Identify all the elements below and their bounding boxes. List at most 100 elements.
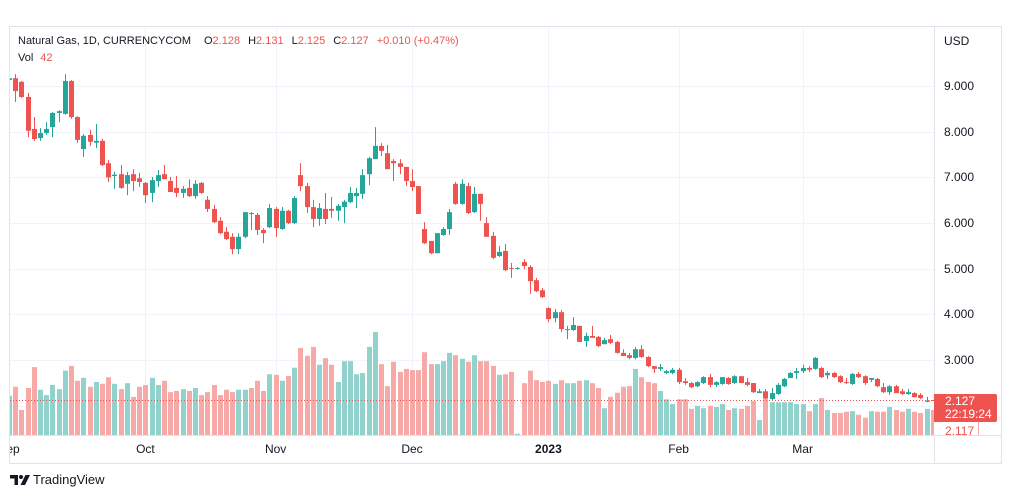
volume-bar: [602, 408, 607, 435]
volume-bar: [807, 411, 812, 435]
candle-body: [193, 183, 198, 197]
candle: [515, 266, 520, 270]
volume-bar: [912, 411, 917, 435]
candle-body: [509, 267, 514, 269]
volume-bar: [286, 376, 291, 435]
volume-bar: [478, 361, 483, 435]
candle-body: [32, 128, 37, 140]
candle: [670, 367, 675, 375]
candle-body: [19, 81, 24, 97]
candle-wick: [592, 325, 593, 338]
candle: [336, 203, 341, 221]
candle: [664, 369, 669, 375]
candle-body: [280, 210, 285, 230]
volume-bar: [596, 387, 601, 435]
candle-wick: [511, 262, 512, 278]
candle-body: [515, 267, 520, 269]
volume-bar: [906, 408, 911, 435]
volume-bar: [565, 383, 570, 435]
tradingview-attribution[interactable]: TradingView: [10, 472, 105, 488]
volume-bar: [739, 408, 744, 435]
candle: [608, 335, 613, 345]
candle: [119, 165, 124, 189]
time-axis[interactable]: Sep Oct Nov Dec 2023 Feb Mar: [10, 436, 934, 463]
candle-body: [360, 175, 365, 194]
candle: [261, 228, 266, 244]
volume-bar: [280, 380, 285, 435]
volume-bar: [726, 409, 731, 435]
legend: Natural Gas, 1D, CURRENCYCOM O2.128 H2.131…: [18, 33, 459, 67]
volume-bar: [453, 355, 458, 435]
candle: [404, 166, 409, 187]
candle-body: [732, 376, 737, 384]
candle-body: [460, 183, 465, 204]
low-label: L: [291, 35, 298, 47]
volume-bar: [416, 370, 421, 435]
candle: [633, 346, 638, 360]
chart-pane[interactable]: Natural Gas, 1D, CURRENCYCOM O2.128 H2.131…: [10, 27, 934, 435]
candle-body: [745, 382, 750, 385]
candle: [317, 202, 322, 226]
candle-body: [832, 372, 837, 378]
candle-body: [770, 393, 775, 400]
candle-body: [13, 78, 18, 92]
candle-wick: [59, 110, 60, 123]
volume-bar: [298, 348, 303, 435]
candle-body: [38, 133, 43, 139]
volume-bar: [329, 364, 334, 435]
volume-bar: [261, 390, 266, 435]
volume-bar: [801, 404, 806, 435]
candle-body: [596, 336, 601, 347]
volume-label[interactable]: Vol: [18, 52, 34, 64]
candle: [88, 129, 93, 146]
legend-open: O2.128: [204, 35, 240, 47]
volume-bar: [398, 371, 403, 435]
candle-wick: [846, 378, 847, 384]
volume-bar: [553, 383, 558, 435]
candle: [869, 378, 874, 383]
candle: [10, 78, 12, 81]
candle: [571, 317, 576, 331]
candle: [466, 182, 471, 214]
candle-wick: [623, 349, 624, 357]
candle: [695, 381, 700, 388]
candle-body: [763, 391, 768, 399]
candle-body: [429, 240, 434, 254]
candle-wick: [654, 366, 655, 373]
candle: [267, 203, 272, 229]
volume-bar: [776, 402, 781, 435]
candle-body: [261, 229, 266, 234]
candle-body: [850, 373, 855, 384]
volume-bar: [850, 411, 855, 435]
candle-body: [447, 212, 452, 230]
candle-body: [441, 229, 446, 235]
volume-bar: [317, 364, 322, 435]
candle-body: [274, 208, 279, 229]
candle-body: [243, 212, 248, 237]
candle: [212, 204, 217, 224]
candle-body: [119, 174, 124, 188]
tradingview-brand[interactable]: TradingView: [33, 472, 105, 487]
candle: [534, 277, 539, 293]
candle: [112, 171, 117, 189]
volume-bar: [187, 390, 192, 435]
candle-body: [106, 163, 111, 178]
candle-wick: [759, 388, 760, 394]
price-axis[interactable]: USD 9.000 8.000 7.000 6.000 5.000 4.000 3.000: [935, 27, 1001, 435]
candle: [577, 325, 582, 342]
candle-body: [453, 183, 458, 204]
symbol-title[interactable]: Natural Gas, 1D, CURRENCYCOM: [18, 35, 191, 47]
candle: [348, 186, 353, 203]
candle-body: [776, 384, 781, 395]
candle-body: [621, 352, 626, 357]
volume-bar: [10, 395, 12, 435]
candle-body: [125, 175, 130, 184]
candle-body: [174, 187, 179, 193]
candle-body: [900, 391, 905, 395]
candlestick-chart[interactable]: [10, 27, 934, 435]
candle: [856, 372, 861, 379]
time-tick-label: Sep: [10, 442, 20, 456]
volume-bars: [10, 331, 934, 435]
candle-body: [391, 160, 396, 164]
candle-body: [534, 280, 539, 292]
